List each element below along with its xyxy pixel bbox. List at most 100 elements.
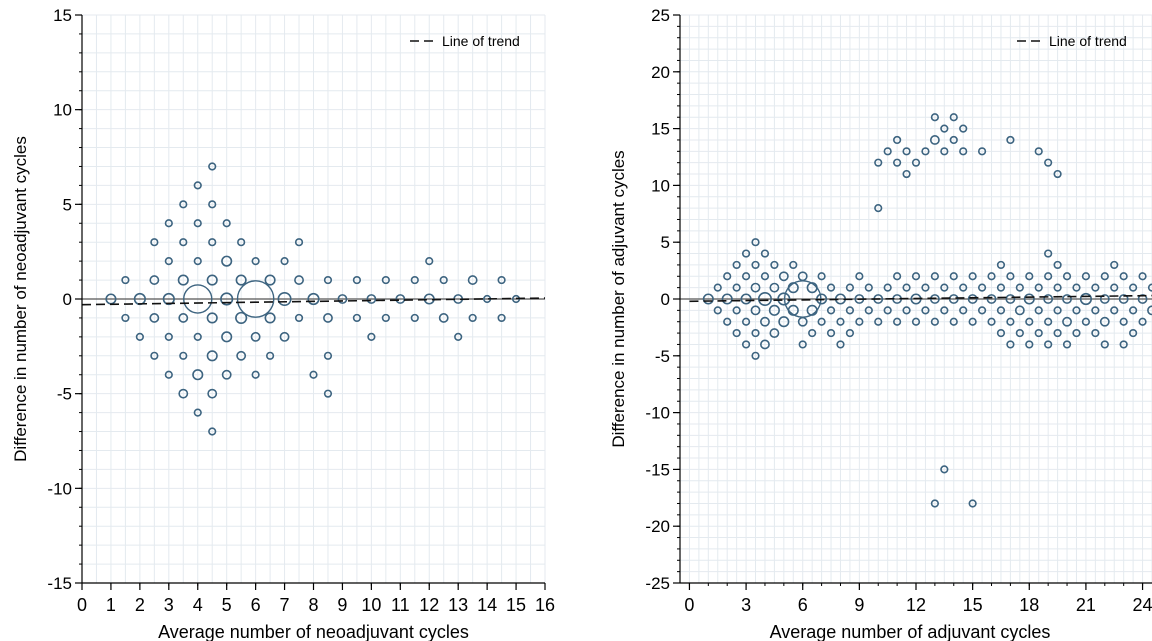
data-point bbox=[1015, 328, 1024, 338]
data-point bbox=[220, 292, 234, 306]
data-point bbox=[732, 328, 741, 338]
data-point bbox=[294, 275, 304, 285]
data-point bbox=[149, 313, 160, 323]
data-point bbox=[959, 124, 968, 133]
data-point bbox=[750, 282, 761, 293]
data-point bbox=[1062, 340, 1072, 349]
data-point bbox=[1091, 283, 1100, 292]
x-tick-label: 13 bbox=[448, 595, 468, 615]
data-point bbox=[121, 275, 130, 285]
data-point bbox=[206, 350, 218, 362]
x-tick-label: 9 bbox=[337, 595, 347, 615]
data-point bbox=[789, 260, 798, 270]
data-point bbox=[454, 332, 463, 341]
data-point bbox=[797, 316, 808, 327]
data-point bbox=[977, 147, 987, 156]
data-point bbox=[836, 340, 845, 349]
data-point bbox=[193, 408, 202, 417]
data-point bbox=[1100, 272, 1109, 281]
data-point bbox=[1005, 294, 1016, 304]
data-point bbox=[778, 316, 790, 328]
data-point bbox=[968, 499, 977, 508]
data-point bbox=[1072, 306, 1081, 315]
data-point bbox=[940, 465, 949, 474]
data-point bbox=[1025, 340, 1034, 349]
data-point bbox=[1053, 306, 1062, 315]
data-point bbox=[250, 331, 261, 342]
data-point bbox=[1110, 306, 1119, 315]
data-point bbox=[713, 306, 722, 315]
y-tick-label: 10 bbox=[651, 176, 670, 195]
data-point bbox=[930, 499, 939, 508]
data-point bbox=[237, 238, 246, 247]
grid bbox=[81, 14, 546, 584]
data-point bbox=[741, 340, 751, 349]
data-point bbox=[164, 332, 173, 341]
data-point bbox=[497, 313, 506, 323]
data-point bbox=[1110, 283, 1119, 292]
data-point bbox=[208, 200, 217, 209]
data-point bbox=[1044, 158, 1053, 167]
data-point bbox=[149, 275, 160, 285]
data-point bbox=[996, 283, 1006, 292]
data-point bbox=[1006, 340, 1015, 349]
x-tick-label: 10 bbox=[361, 595, 381, 615]
data-point bbox=[836, 317, 845, 326]
data-point bbox=[425, 257, 434, 266]
data-point bbox=[1034, 328, 1043, 338]
data-point bbox=[497, 275, 506, 285]
data-point bbox=[959, 283, 968, 292]
data-point bbox=[208, 238, 217, 247]
data-point bbox=[381, 275, 390, 285]
data-point bbox=[893, 158, 902, 167]
data-point bbox=[1053, 328, 1062, 338]
chart-2: -25 -20 -15 -10 -5 0 5 10 15 20 25 0 3 6 9 12 15 18 21 24 Av… bbox=[609, 6, 1152, 641]
x-tick-label: 8 bbox=[308, 595, 318, 615]
data-point bbox=[911, 272, 921, 281]
data-point bbox=[902, 283, 911, 292]
data-point bbox=[1072, 328, 1081, 338]
data-point bbox=[235, 274, 247, 286]
data-point bbox=[439, 275, 448, 285]
data-point bbox=[902, 306, 911, 315]
data-point bbox=[750, 305, 761, 316]
y-tick-label: -10 bbox=[47, 479, 72, 498]
data-point bbox=[206, 312, 218, 324]
data-point bbox=[206, 274, 218, 286]
data-point bbox=[940, 124, 949, 133]
points bbox=[702, 113, 1152, 508]
data-point bbox=[1043, 294, 1054, 304]
data-point bbox=[1053, 169, 1062, 179]
data-point bbox=[996, 306, 1006, 315]
data-point bbox=[1091, 328, 1100, 338]
x-tick-label: 1 bbox=[106, 595, 116, 615]
y-axis-label: Difference in number of neoadjuvant cycl… bbox=[11, 136, 30, 462]
data-point bbox=[741, 317, 751, 326]
data-point bbox=[855, 272, 864, 281]
data-point bbox=[864, 283, 873, 292]
data-point bbox=[778, 271, 789, 282]
data-point bbox=[235, 311, 248, 325]
data-point bbox=[1138, 272, 1147, 281]
x-tick-label: 0 bbox=[77, 595, 87, 615]
data-point bbox=[948, 294, 959, 304]
x-tick-label: 11 bbox=[391, 595, 410, 615]
data-point bbox=[1053, 283, 1062, 292]
data-point bbox=[987, 317, 996, 326]
data-point bbox=[968, 317, 977, 326]
data-point bbox=[797, 271, 808, 282]
data-point bbox=[770, 260, 779, 270]
data-point bbox=[323, 275, 333, 285]
data-point bbox=[893, 135, 902, 145]
data-point bbox=[930, 317, 939, 326]
x-tick-label: 18 bbox=[1019, 595, 1039, 615]
data-point bbox=[178, 388, 189, 399]
x-tick-label: 6 bbox=[251, 595, 261, 615]
data-point bbox=[265, 351, 275, 360]
data-point bbox=[977, 283, 987, 292]
data-point bbox=[1025, 317, 1034, 326]
data-point bbox=[277, 291, 292, 306]
data-point bbox=[808, 328, 817, 338]
data-point bbox=[1034, 147, 1043, 156]
data-point bbox=[251, 257, 260, 266]
